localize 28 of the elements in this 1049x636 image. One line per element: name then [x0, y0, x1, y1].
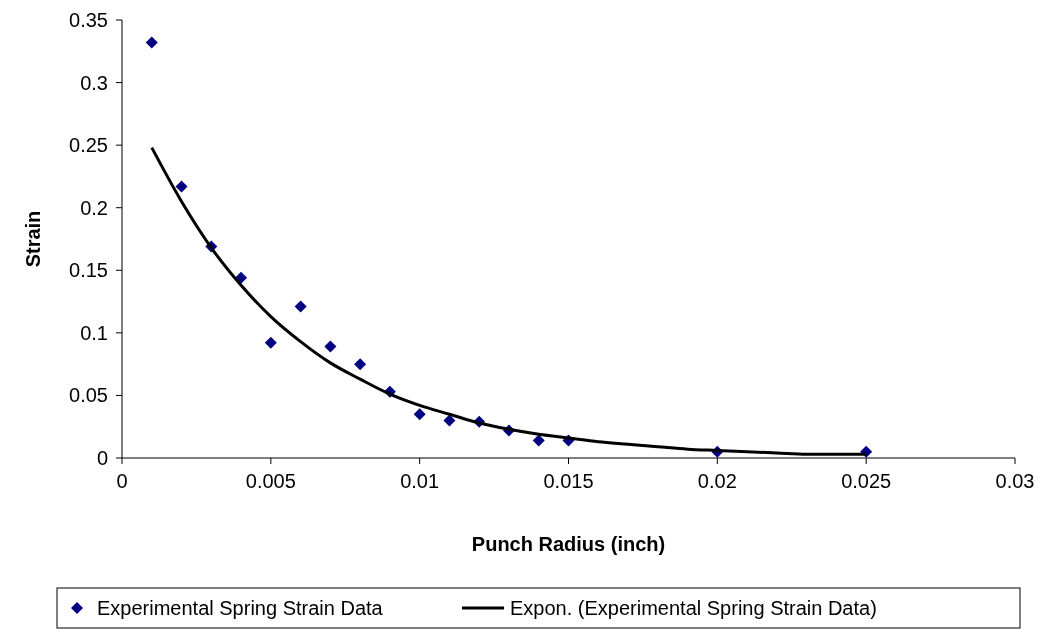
legend-label: Expon. (Experimental Spring Strain Data) [510, 597, 877, 619]
y-tick-label: 0 [96, 447, 108, 469]
y-tick-label: 0.1 [80, 321, 108, 344]
x-tick-label: 0.025 [841, 470, 892, 492]
x-tick-label: 0.015 [543, 470, 594, 492]
x-tick-label: 0.02 [697, 470, 737, 492]
y-tick-label: 0.25 [69, 134, 108, 157]
point [264, 336, 277, 349]
x-tick-label: 0.03 [995, 470, 1035, 492]
legend-label: Experimental Spring Strain Data [97, 597, 384, 619]
point [354, 358, 367, 371]
point [324, 340, 337, 353]
point [175, 180, 188, 193]
x-tick-label: 0.01 [400, 470, 440, 492]
point [443, 414, 456, 427]
x-tick-label: 0.005 [245, 470, 296, 492]
point [413, 408, 426, 421]
point [532, 434, 545, 447]
point [145, 36, 158, 49]
x-axis-title: Punch Radius (inch) [471, 533, 666, 555]
y-tick-label: 0.2 [80, 196, 108, 219]
point [294, 300, 307, 313]
y-tick-label: 0.35 [69, 9, 108, 31]
y-axis-title: Strain [22, 210, 44, 268]
x-tick-label: 0 [116, 470, 128, 492]
y-tick-label: 0.15 [69, 259, 108, 282]
y-tick-label: 0.3 [80, 71, 108, 94]
y-tick-label: 0.05 [69, 384, 108, 407]
